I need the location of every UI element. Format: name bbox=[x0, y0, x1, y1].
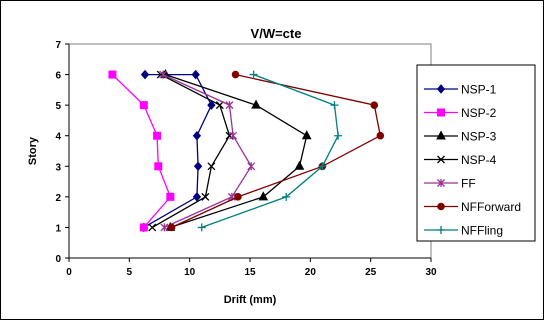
data-point-ff bbox=[159, 70, 168, 79]
legend-label: NSP-1 bbox=[461, 83, 497, 97]
data-point-nffling bbox=[249, 70, 258, 79]
data-point-nsp-1 bbox=[193, 161, 203, 172]
legend-item-nsp-4: NSP-4 bbox=[424, 153, 497, 167]
data-point-nfforward bbox=[167, 223, 176, 232]
legend: NSP-1 NSP-2 NSP-3 NSP-4 FF NFForward NFFling bbox=[416, 64, 536, 242]
series-line-nsp-3 bbox=[165, 73, 308, 229]
data-point-ff bbox=[229, 131, 238, 140]
data-point-nffling bbox=[197, 223, 206, 232]
data-point-nsp-4 bbox=[225, 131, 234, 140]
x-tick-label: 20 bbox=[305, 267, 317, 278]
data-point-nsp-3 bbox=[258, 191, 269, 201]
legend-swatch-marker bbox=[437, 108, 445, 117]
data-point-nsp-3 bbox=[301, 130, 312, 140]
x-tick-label: 30 bbox=[425, 267, 437, 278]
legend-item-nfforward: NFForward bbox=[424, 200, 521, 214]
series-nsp-2 bbox=[108, 70, 175, 232]
legend-swatch-marker bbox=[437, 155, 445, 164]
y-tick-label: 1 bbox=[55, 223, 61, 234]
data-point-nffling bbox=[334, 131, 343, 140]
legend-item-ff: FF bbox=[424, 177, 476, 191]
legend-swatch-marker bbox=[437, 202, 445, 211]
x-tick-label: 25 bbox=[365, 267, 377, 278]
legend-label: NSP-4 bbox=[461, 153, 497, 167]
data-point-ff bbox=[160, 223, 169, 232]
series-nffling bbox=[197, 70, 343, 232]
x-tick-label: 10 bbox=[184, 267, 196, 278]
legend-label: NFForward bbox=[461, 200, 521, 214]
x-tick-label: 0 bbox=[66, 267, 72, 278]
data-point-nsp-4 bbox=[215, 101, 224, 110]
data-point-nsp-4 bbox=[207, 162, 216, 171]
plot-area bbox=[68, 43, 432, 259]
legend-swatch-marker bbox=[437, 179, 445, 187]
y-tick-label: 6 bbox=[55, 71, 61, 82]
series-line-nsp-2 bbox=[111, 74, 172, 228]
data-point-nfforward bbox=[231, 70, 240, 79]
data-point-nffling bbox=[330, 101, 339, 110]
data-point-nsp-2 bbox=[108, 70, 117, 79]
axes: 0 5 10 15 20 25 30 0 1 2 3 4 5 6 7 bbox=[55, 40, 437, 278]
y-tick-label: 0 bbox=[55, 254, 61, 265]
legend-item-nsp-2: NSP-2 bbox=[424, 106, 497, 120]
series-line-nsp-4 bbox=[151, 74, 231, 228]
legend-label: FF bbox=[461, 177, 476, 191]
data-point-nsp-1 bbox=[191, 69, 200, 80]
legend-swatch-marker bbox=[436, 84, 446, 94]
y-tick-label: 4 bbox=[55, 132, 61, 143]
series-line-ff bbox=[162, 74, 252, 228]
data-point-nfforward bbox=[376, 131, 385, 140]
data-point-nsp-1 bbox=[192, 130, 202, 141]
x-tick-label: 15 bbox=[244, 267, 256, 278]
y-axis-label: Story bbox=[27, 136, 39, 165]
legend-swatch-marker bbox=[437, 226, 445, 234]
x-axis-label: Drift (mm) bbox=[224, 294, 277, 306]
legend-box bbox=[416, 64, 536, 242]
y-tick-label: 7 bbox=[55, 40, 61, 51]
y-tick-label: 3 bbox=[55, 162, 61, 173]
data-point-nsp-1 bbox=[192, 192, 202, 202]
data-point-nsp-4 bbox=[148, 223, 157, 232]
series-nsp-4 bbox=[148, 70, 234, 232]
series-nfforward bbox=[167, 70, 385, 232]
data-point-nsp-3 bbox=[294, 160, 305, 170]
data-point-nsp-1 bbox=[140, 69, 150, 80]
data-point-nsp-2 bbox=[139, 101, 148, 110]
data-point-nfforward bbox=[234, 193, 242, 201]
legend-item-nffling: NFFling bbox=[424, 224, 503, 238]
legend-item-nsp-1: NSP-1 bbox=[424, 83, 497, 97]
data-point-nsp-2 bbox=[154, 162, 163, 171]
series-layer bbox=[108, 69, 385, 233]
data-point-nffling bbox=[318, 162, 327, 171]
data-point-nsp-2 bbox=[153, 131, 162, 140]
series-line-nffling bbox=[201, 73, 339, 229]
legend-label: NFFling bbox=[461, 224, 503, 238]
y-tick-label: 5 bbox=[55, 101, 61, 112]
y-tick-label: 2 bbox=[55, 193, 61, 204]
legend-label: NSP-3 bbox=[461, 130, 497, 144]
series-line-nfforward bbox=[171, 73, 382, 228]
data-point-nfforward bbox=[370, 101, 379, 109]
x-tick-label: 5 bbox=[127, 267, 133, 278]
data-point-nsp-2 bbox=[139, 223, 148, 232]
legend-swatch-marker bbox=[436, 130, 446, 140]
data-point-nsp-4 bbox=[201, 192, 210, 201]
legend-item-nsp-3: NSP-3 bbox=[424, 130, 497, 144]
data-point-ff bbox=[247, 162, 256, 171]
legend-label: NSP-2 bbox=[461, 106, 497, 120]
data-point-nsp-3 bbox=[251, 99, 261, 109]
data-point-ff bbox=[225, 101, 234, 110]
data-point-nsp-1 bbox=[207, 100, 216, 110]
data-point-nsp-2 bbox=[166, 192, 175, 201]
chart-title: V/W=cte bbox=[251, 26, 302, 41]
data-point-nffling bbox=[282, 192, 291, 201]
